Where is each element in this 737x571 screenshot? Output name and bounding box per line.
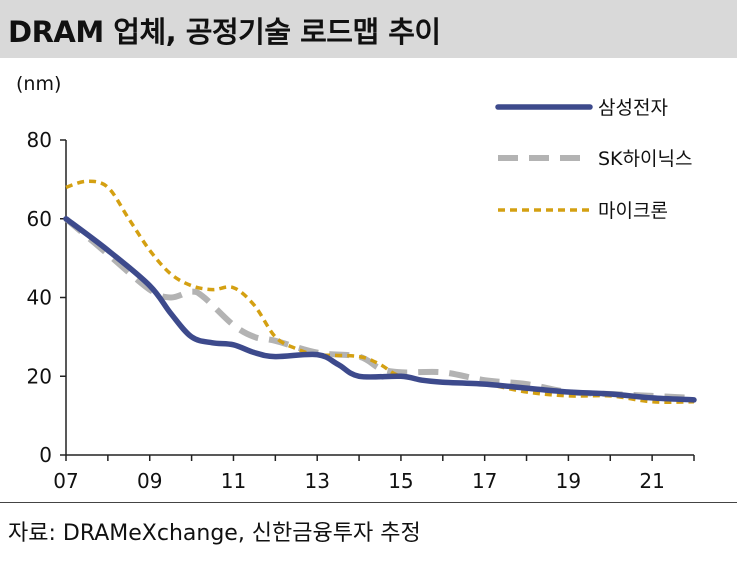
y-tick-label: 40 <box>27 286 52 310</box>
series-line-3 <box>65 179 695 404</box>
y-tick-label: 60 <box>27 207 52 231</box>
x-tick-label: 15 <box>388 469 413 493</box>
axes: 0 20 40 60 80 07 09 11 13 15 17 19 21 <box>27 128 695 493</box>
y-tick-label: 80 <box>27 128 52 152</box>
series-lines <box>63 179 697 404</box>
series-line-1 <box>63 216 697 403</box>
y-tick-label: 20 <box>27 364 52 388</box>
x-tick-label: 07 <box>53 469 78 493</box>
chart-title: DRAM 업체, 공정기술 로드맵 추이 <box>8 15 441 49</box>
source-note: 자료: DRAMeXchange, 신한금융투자 추정 <box>8 521 421 546</box>
legend-label-1: 삼성전자 <box>598 97 668 119</box>
x-tick-label: 11 <box>221 469 246 493</box>
x-tick-label: 09 <box>137 469 162 493</box>
x-tick-label: 21 <box>639 469 664 493</box>
title-bar: DRAM 업체, 공정기술 로드맵 추이 <box>0 0 737 58</box>
y-unit-label: (nm) <box>16 73 62 95</box>
x-tick-label: 13 <box>304 469 329 493</box>
legend-label-3: 마이크론 <box>598 200 668 222</box>
x-tick-label: 19 <box>556 469 581 493</box>
source-divider <box>0 502 737 503</box>
legend-label-2: SK하이닉스 <box>598 148 692 170</box>
y-tick-label: 0 <box>39 443 52 467</box>
x-tick-label: 17 <box>472 469 497 493</box>
series-line-2 <box>64 216 695 401</box>
